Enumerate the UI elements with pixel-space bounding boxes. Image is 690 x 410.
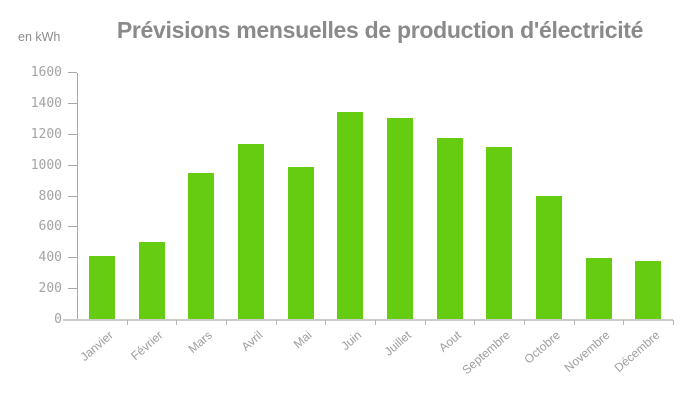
x-axis-tick xyxy=(524,320,525,325)
bar xyxy=(138,241,165,320)
chart-title: Prévisions mensuelles de production d'él… xyxy=(116,17,644,43)
month-label: Avril xyxy=(238,328,266,354)
x-axis-tick xyxy=(424,320,426,325)
y-axis-line xyxy=(77,72,78,321)
month-label: Octobre xyxy=(521,328,564,367)
x-axis-line xyxy=(63,318,673,321)
x-axis-tick xyxy=(573,320,575,325)
y-axis-tick xyxy=(68,72,77,73)
bar xyxy=(436,138,463,320)
x-axis-tick xyxy=(275,320,277,325)
bar xyxy=(535,196,562,320)
y-axis-tick-label: 400 xyxy=(38,250,62,266)
bar xyxy=(188,172,215,320)
x-axis-tick xyxy=(325,320,327,325)
y-axis-tick-label: 0 xyxy=(54,312,62,327)
y-axis-tick-label: 1400 xyxy=(30,95,62,111)
y-axis-tick-label: 600 xyxy=(38,219,62,235)
bar xyxy=(585,257,612,320)
bar xyxy=(337,111,364,320)
x-axis-tick xyxy=(176,320,178,325)
month-label: Aout xyxy=(435,328,464,355)
x-axis-tick xyxy=(474,320,476,325)
y-axis-tick xyxy=(68,133,77,135)
month-label: Mai xyxy=(290,328,315,352)
y-axis-tick xyxy=(68,164,77,166)
y-axis-tick-label: 1000 xyxy=(30,157,62,173)
month-label: Novembre xyxy=(561,328,613,375)
bar xyxy=(88,256,115,320)
month-label: Décembre xyxy=(611,328,663,375)
y-axis-tick-label: 1200 xyxy=(30,126,62,142)
y-axis-tick-label: 200 xyxy=(38,281,62,297)
y-axis-tick-label: 800 xyxy=(38,188,62,204)
month-label: Mars xyxy=(186,328,216,357)
y-axis-tick xyxy=(68,257,77,259)
x-axis-tick xyxy=(126,320,128,325)
month-label: Septembre xyxy=(459,328,514,378)
month-label: Juillet xyxy=(381,328,415,359)
y-axis-tick xyxy=(68,226,77,228)
bar xyxy=(486,147,513,320)
x-axis-tick xyxy=(375,320,376,325)
bar xyxy=(386,118,413,320)
month-label: Juin xyxy=(338,328,365,354)
x-axis-tick xyxy=(226,320,227,325)
y-axis-tick xyxy=(68,288,77,290)
x-axis-tick xyxy=(673,320,674,325)
y-axis-tick xyxy=(68,195,77,197)
x-axis-tick xyxy=(623,320,625,325)
bar xyxy=(287,166,314,320)
bar xyxy=(237,143,264,320)
month-label: Février xyxy=(128,328,166,364)
month-label: Janvier xyxy=(77,328,117,364)
bar xyxy=(635,260,662,320)
y-axis-tick-label: 1600 xyxy=(30,65,62,80)
y-axis-unit-label: en kWh xyxy=(18,30,61,44)
y-axis-tick xyxy=(68,102,77,104)
